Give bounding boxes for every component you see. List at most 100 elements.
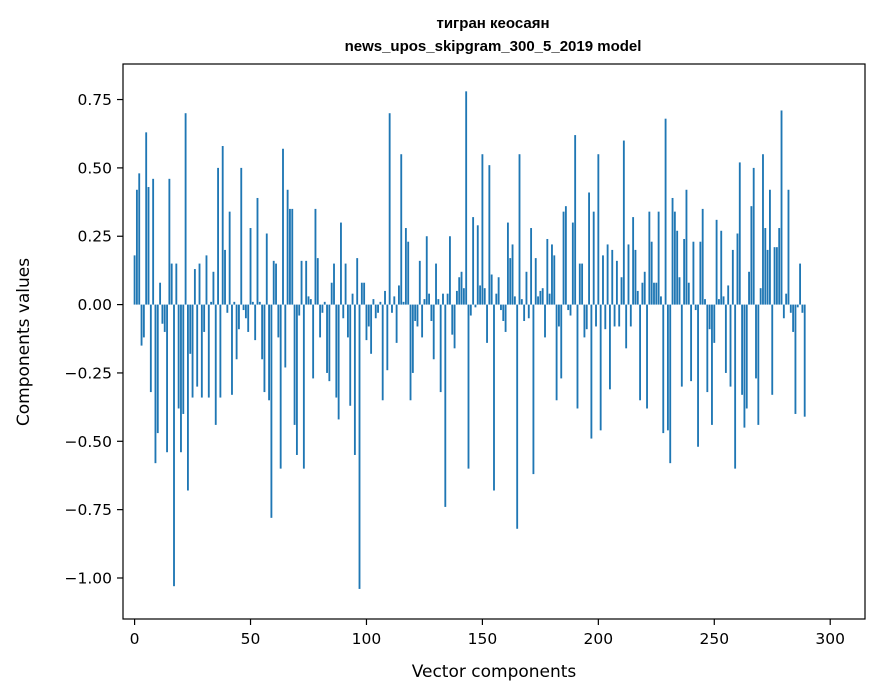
bar-267: [752, 167, 755, 305]
bar-120: [411, 304, 414, 373]
bar-271: [762, 154, 764, 305]
bar-57: [265, 233, 268, 305]
bar-73: [302, 304, 305, 469]
bar-48: [244, 304, 247, 319]
bar-91: [344, 263, 347, 305]
bar-171: [530, 228, 533, 305]
bar-234: [676, 230, 679, 305]
x-tick-label: 0: [130, 630, 140, 648]
bar-111: [391, 304, 393, 313]
bar-287: [799, 263, 801, 305]
bars-group: [133, 91, 806, 589]
bar-93: [349, 304, 352, 406]
bar-143: [465, 91, 468, 305]
bar-150: [481, 154, 484, 305]
bar-208: [615, 260, 618, 305]
bar-288: [801, 304, 804, 313]
x-axis: 0 50 100 150 200 250 300: [130, 619, 845, 648]
bar-235: [678, 277, 681, 305]
bar-174: [537, 296, 539, 305]
bar-39: [224, 249, 226, 305]
bar-107: [381, 304, 384, 401]
bar-116: [402, 301, 405, 305]
bar-257: [729, 304, 732, 387]
bar-223: [650, 241, 653, 305]
bar-25: [191, 304, 194, 398]
bar-281: [785, 293, 788, 305]
bar-246: [704, 299, 706, 305]
bar-210: [620, 277, 623, 305]
bar-43: [233, 301, 236, 305]
bar-156: [495, 293, 498, 305]
bar-1: [135, 189, 138, 305]
bar-62: [277, 304, 280, 338]
bar-78: [314, 208, 317, 305]
bar-205: [609, 304, 611, 390]
bar-40: [226, 304, 229, 313]
bar-231: [669, 304, 672, 464]
bar-227: [660, 296, 662, 305]
bar-289: [803, 304, 806, 417]
bar-29: [200, 304, 203, 398]
bar-182: [555, 304, 558, 401]
bar-129: [432, 304, 435, 360]
bar-232: [671, 197, 674, 305]
bar-133: [442, 293, 444, 305]
bar-183: [558, 304, 560, 327]
bar-154: [490, 274, 493, 305]
chart-subtitle: news_upos_skipgram_300_5_2019 model: [345, 38, 642, 55]
bar-66: [286, 189, 289, 305]
bar-280: [782, 304, 785, 319]
chart-title: тигран кеосаян: [436, 15, 549, 32]
bar-192: [578, 263, 581, 305]
bar-259: [734, 304, 737, 469]
x-tick-label: 200: [584, 630, 614, 648]
bar-14: [166, 304, 168, 453]
bar-243: [697, 304, 699, 447]
bar-225: [655, 282, 658, 305]
bar-228: [662, 304, 665, 434]
bar-28: [198, 263, 201, 305]
bar-193: [581, 263, 584, 305]
bar-199: [595, 304, 597, 327]
bar-83: [326, 304, 328, 373]
bar-114: [398, 285, 400, 305]
bar-103: [372, 299, 375, 305]
bar-252: [717, 299, 720, 305]
bar-254: [722, 296, 725, 305]
bar-164: [513, 296, 516, 305]
bar-146: [472, 217, 475, 305]
bar-126: [425, 236, 428, 305]
bar-201: [599, 304, 602, 431]
bar-13: [163, 304, 166, 332]
bar-240: [690, 304, 693, 382]
bar-52: [254, 304, 257, 341]
bar-167: [520, 299, 523, 305]
bar-212: [625, 304, 628, 349]
bar-262: [741, 304, 744, 395]
bar-168: [523, 304, 526, 321]
x-tick-label: 300: [815, 630, 845, 648]
bar-20: [180, 304, 182, 453]
bar-33: [210, 301, 213, 305]
bar-55: [261, 304, 264, 360]
bar-247: [706, 304, 709, 393]
bar-224: [653, 282, 655, 305]
bar-141: [460, 271, 463, 305]
bar-220: [643, 271, 646, 305]
bar-70: [295, 304, 298, 455]
bar-202: [602, 255, 604, 305]
bar-179: [548, 293, 551, 305]
bar-135: [446, 293, 449, 305]
y-tick-label: −1.00: [65, 569, 113, 587]
bar-272: [764, 228, 767, 305]
bar-169: [525, 271, 528, 305]
bar-242: [694, 304, 697, 311]
bar-253: [720, 230, 723, 305]
bar-275: [771, 304, 774, 395]
bar-23: [187, 304, 189, 491]
bar-9: [154, 304, 157, 464]
x-tick-label: 150: [468, 630, 498, 648]
bar-58: [268, 304, 270, 401]
